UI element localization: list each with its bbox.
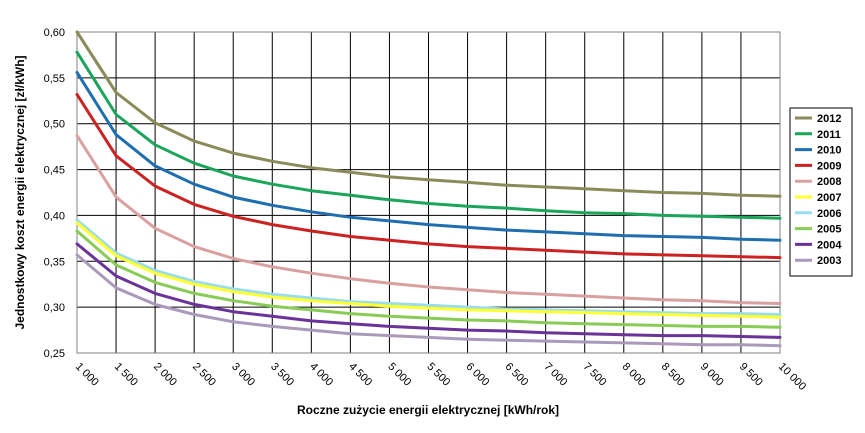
x-tick-label: 1 000: [73, 361, 101, 389]
y-tick-label: 0,35: [44, 256, 65, 268]
series-line-2009: [75, 92, 782, 260]
x-tick-label: 5 500: [424, 361, 452, 389]
y-tick-label: 0,55: [44, 73, 65, 85]
plot-area: [76, 31, 781, 354]
legend-label-2010: 2010: [817, 145, 841, 157]
x-tick-label: 8 500: [659, 361, 687, 389]
x-tick-label: 2 500: [190, 361, 218, 389]
series-line-2007: [75, 221, 782, 319]
x-tick-label: 7 500: [581, 361, 609, 389]
series-line-2008: [75, 134, 782, 305]
x-tick-label: 8 000: [620, 361, 648, 389]
y-tick-label: 0,45: [44, 165, 65, 177]
legend-label-2009: 2009: [817, 160, 841, 172]
series-line-2012: [75, 30, 782, 198]
legend-label-2012: 2012: [817, 113, 841, 125]
series-line-2010: [75, 70, 782, 242]
legend-label-2011: 2011: [817, 129, 841, 141]
x-tick-label: 3 000: [229, 361, 257, 389]
x-tick-label: 9 000: [698, 361, 726, 389]
x-tick-label: 7 000: [542, 361, 570, 389]
legend-label-2007: 2007: [817, 192, 841, 204]
series-layer: [75, 30, 782, 348]
y-tick-label: 0,40: [44, 210, 65, 222]
y-axis-ticks: 0,25 0,30 0,35 0,40 0,45 0,50 0,55 0,60: [44, 27, 65, 360]
x-tick-label: 3 500: [268, 361, 296, 389]
legend-label-2006: 2006: [817, 208, 841, 220]
legend-box: [789, 107, 853, 277]
x-tick-label: 1 500: [112, 361, 140, 389]
legend-label-2005: 2005: [817, 224, 841, 236]
y-tick-label: 0,30: [44, 302, 65, 314]
x-tick-label: 5 000: [385, 361, 413, 389]
legend: 2012 2011 2010 2009 2008 2007 2006 2005 2004 2003: [789, 107, 853, 277]
series-line-2004: [75, 242, 782, 339]
legend-label-2004: 2004: [817, 239, 842, 251]
series-line-2011: [75, 50, 782, 220]
x-tick-label: 4 000: [307, 361, 335, 389]
x-tick-label: 6 500: [502, 361, 530, 389]
y-tick-label: 0,25: [44, 348, 65, 360]
x-tick-label: 9 500: [737, 361, 765, 389]
y-axis-title: Jednostkowy koszt energii elektrycznej […: [13, 55, 27, 329]
series-line-2006: [75, 218, 782, 316]
x-axis-title: Roczne zużycie energii elektrycznej [kWh…: [297, 403, 559, 417]
y-tick-label: 0,50: [44, 119, 65, 131]
series-line-2003: [75, 253, 782, 348]
series-line-2005: [75, 229, 782, 329]
x-tick-label: 2 000: [151, 361, 179, 389]
legend-label-2008: 2008: [817, 176, 841, 188]
x-tick-label: 10 000: [776, 361, 808, 393]
x-axis-ticks: 1 000 1 500 2 000 2 500 3 000 3 500 4 000 4 500…: [73, 361, 808, 393]
legend-label-2003: 2003: [817, 255, 841, 267]
x-tick-label: 6 000: [463, 361, 491, 389]
y-tick-label: 0,60: [44, 27, 65, 39]
x-tick-label: 4 500: [346, 361, 374, 389]
